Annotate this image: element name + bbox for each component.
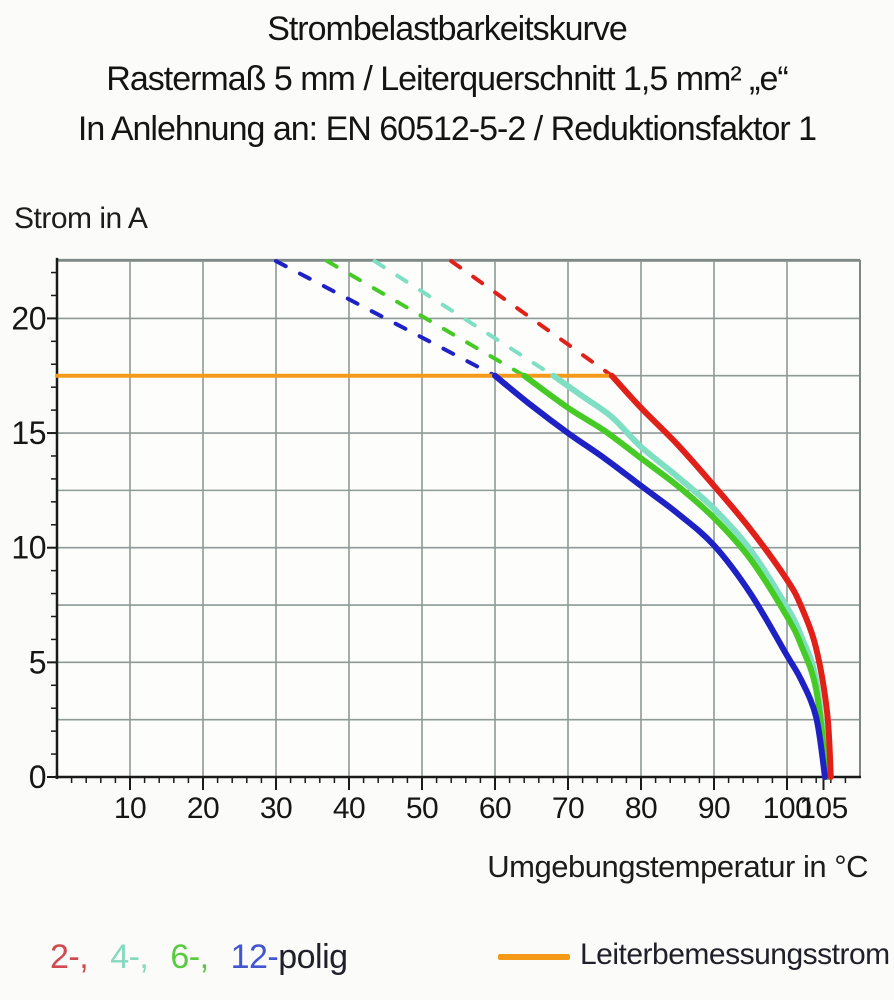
- legend-4-polig: 4-,: [110, 938, 149, 976]
- x-tick-label-105: 105: [799, 792, 848, 825]
- x-tick-label-50: 50: [406, 792, 438, 825]
- chart-title-block: Strombelastbarkeitskurve Rastermaß 5 mm …: [0, 4, 894, 154]
- y-tick-label-15: 15: [11, 415, 46, 451]
- x-tick-label-20: 20: [187, 792, 219, 825]
- legend-12-polig-group: 12-polig: [231, 938, 348, 977]
- legend-polig-suffix: polig: [278, 938, 348, 976]
- x-tick-label-40: 40: [333, 792, 365, 825]
- x-tick-label-30: 30: [260, 792, 292, 825]
- rated-current-label: Leiterbemessungsstrom: [580, 938, 890, 971]
- x-tick-label-80: 80: [625, 792, 657, 825]
- series-12-polig-solid: [492, 372, 828, 780]
- series-2-polig-derating-dashed: [449, 259, 614, 378]
- x-tick-label-100: 100: [763, 792, 812, 825]
- series-4-polig-solid: [550, 372, 831, 780]
- y-tick-label-0: 0: [29, 759, 46, 795]
- y-tick-label-5: 5: [29, 644, 46, 680]
- legend-12-prefix: 12-: [230, 938, 279, 976]
- series-4-polig-derating-dashed: [372, 259, 556, 378]
- x-tick-label-70: 70: [552, 792, 584, 825]
- x-tick-label-60: 60: [479, 792, 511, 825]
- rated-current-line-swatch: [498, 954, 570, 960]
- x-axis-title: Umgebungstemperatur in °C: [487, 849, 868, 884]
- y-tick-label-10: 10: [11, 530, 46, 566]
- x-tick-label-90: 90: [698, 792, 730, 825]
- title-line-3: In Anlehnung an: EN 60512-5-2 / Reduktio…: [77, 110, 817, 148]
- y-tick-label-20: 20: [11, 300, 46, 336]
- legend-2-polig: 2-,: [50, 938, 89, 976]
- series-6-polig-derating-dashed: [325, 259, 527, 378]
- legend-rated-current: Leiterbemessungsstrom: [498, 938, 890, 972]
- series-6-polig-solid: [521, 372, 831, 780]
- y-axis-title: Strom in A: [14, 202, 148, 235]
- legend-pole-counts: 2-, 4-, 6-, 12-polig: [50, 938, 348, 977]
- title-line-1: Strombelastbarkeitskurve: [267, 10, 628, 48]
- x-tick-label-10: 10: [114, 792, 146, 825]
- series-2-polig-solid: [608, 372, 834, 780]
- legend-6-polig: 6-,: [170, 938, 209, 976]
- title-line-2: Rastermaß 5 mm / Leiterquerschnitt 1,5 m…: [106, 60, 788, 98]
